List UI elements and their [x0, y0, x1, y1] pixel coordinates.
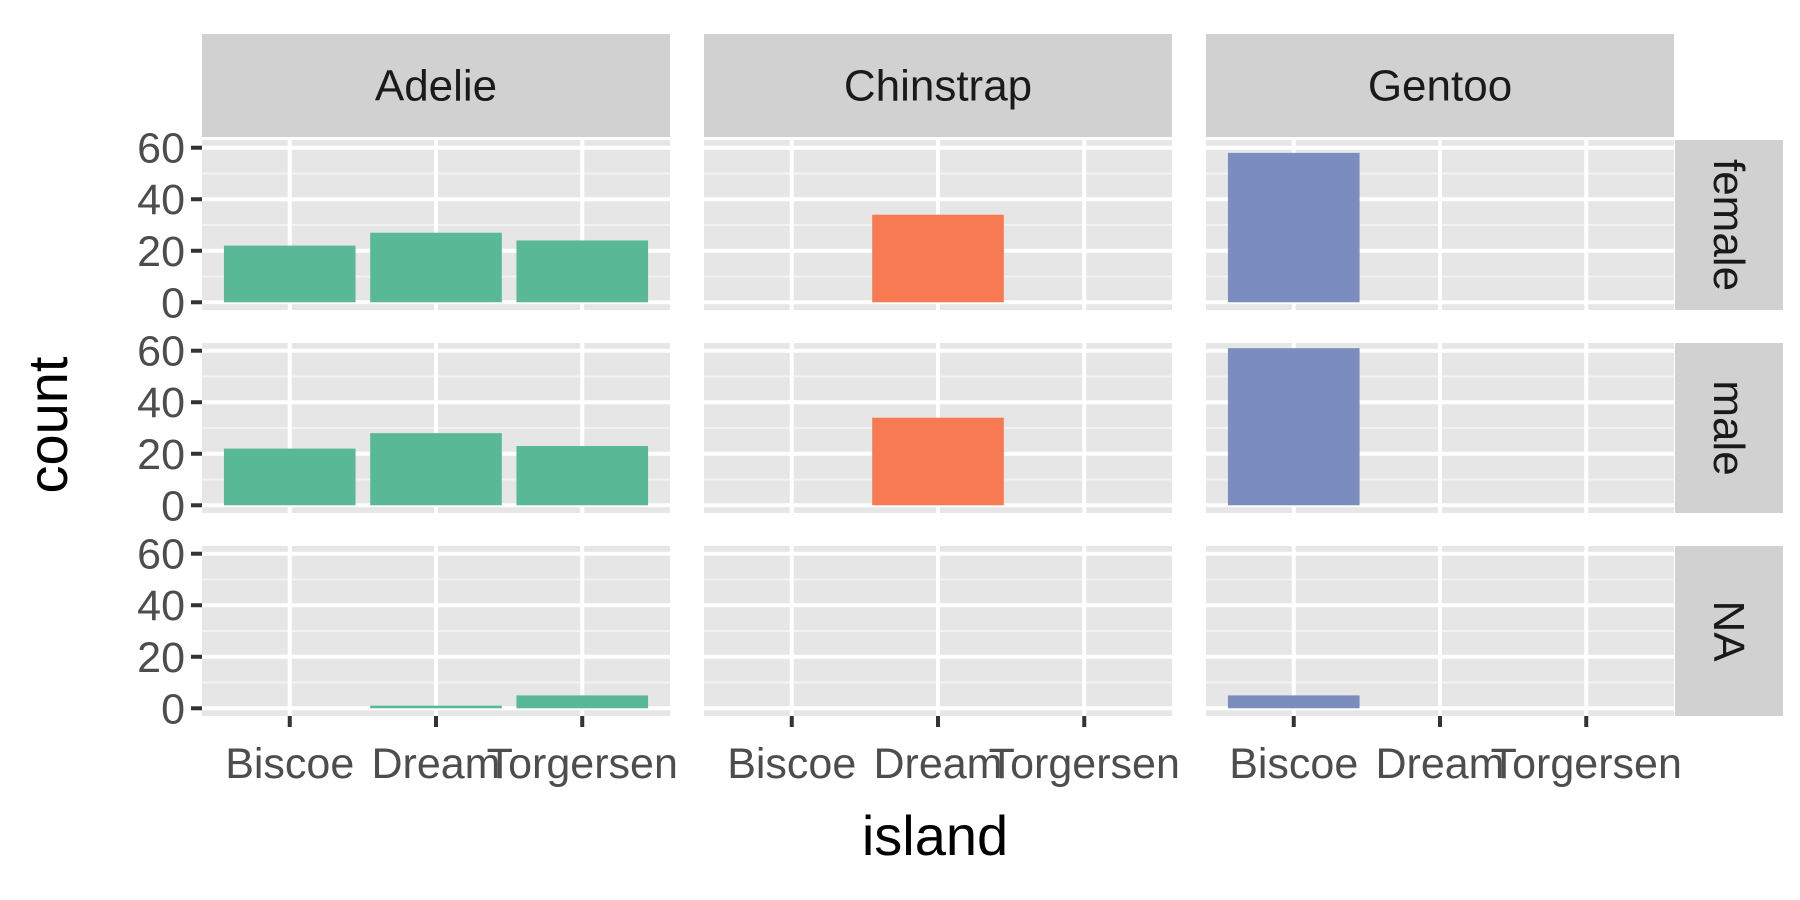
bar-dream — [370, 433, 502, 506]
bar-torgersen — [516, 240, 649, 303]
strip-bg — [1206, 34, 1674, 137]
facet-panels — [202, 140, 1674, 716]
bar-biscoe — [1227, 348, 1360, 506]
x-tick-label: Biscoe — [727, 740, 856, 788]
bar-biscoe — [1227, 695, 1360, 709]
x-tick-label: Dream — [1375, 740, 1504, 788]
strip-na: NA — [1675, 546, 1783, 716]
bar-dream — [370, 705, 502, 709]
strip-chinstrap: Chinstrap — [704, 34, 1172, 137]
strip-label: male — [1704, 380, 1753, 475]
panel-chinstrap-na — [704, 546, 1172, 716]
x-axis-title: island — [862, 804, 1008, 867]
strip-label: NA — [1704, 600, 1753, 662]
y-tick-label: 0 — [161, 482, 185, 530]
bar-torgersen — [516, 695, 649, 709]
strip-adelie: Adelie — [202, 34, 670, 137]
y-tick-label: 40 — [137, 176, 185, 224]
x-tick-label: Torgersen — [487, 740, 678, 788]
strip-bg — [704, 34, 1172, 137]
bar-biscoe — [1227, 152, 1360, 303]
bar-biscoe — [223, 245, 356, 303]
strip-label: Gentoo — [1368, 62, 1512, 111]
y-tick-label: 20 — [137, 431, 185, 479]
bar-dream — [872, 417, 1004, 506]
y-tick-label: 40 — [137, 379, 185, 427]
y-tick-label: 20 — [137, 634, 185, 682]
x-tick-label: Dream — [873, 740, 1002, 788]
bar-dream — [872, 214, 1004, 303]
strip-label: female — [1704, 159, 1753, 291]
y-tick-label: 60 — [137, 531, 185, 579]
x-tick-label: Biscoe — [1229, 740, 1358, 788]
y-tick-label: 60 — [137, 328, 185, 376]
facet-strips: Adelie Chinstrap Gentoo female male NA — [202, 34, 1783, 716]
strip-gentoo: Gentoo — [1206, 34, 1674, 137]
bar-biscoe — [223, 448, 356, 506]
y-axis-title: count — [16, 356, 79, 493]
panel-chinstrap-male — [704, 343, 1172, 513]
panel-adelie-male — [202, 343, 670, 513]
y-tick-label: 0 — [161, 279, 185, 327]
x-tick-label: Dream — [371, 740, 500, 788]
strip-male: male — [1675, 343, 1783, 513]
panel-gentoo-female — [1206, 140, 1674, 310]
panel-gentoo-na — [1206, 546, 1674, 716]
y-tick-label: 40 — [137, 582, 185, 630]
x-tick-label: Biscoe — [225, 740, 354, 788]
strip-label: Chinstrap — [844, 62, 1032, 111]
strip-female: female — [1675, 140, 1783, 310]
y-tick-label: 60 — [137, 125, 185, 173]
x-tick-label: Torgersen — [989, 740, 1180, 788]
strip-label: Adelie — [375, 62, 497, 111]
strip-bg — [1675, 343, 1783, 513]
y-tick-label: 0 — [161, 685, 185, 733]
strip-bg — [1675, 140, 1783, 310]
bar-dream — [370, 232, 502, 303]
strip-bg — [1675, 546, 1783, 716]
bar-torgersen — [516, 446, 649, 506]
panel-adelie-na — [202, 546, 670, 716]
panel-adelie-female — [202, 140, 670, 310]
panel-chinstrap-female — [704, 140, 1172, 310]
x-tick-label: Torgersen — [1491, 740, 1682, 788]
panel-gentoo-male — [1206, 343, 1674, 513]
y-tick-label: 20 — [137, 228, 185, 276]
strip-bg — [202, 34, 670, 137]
